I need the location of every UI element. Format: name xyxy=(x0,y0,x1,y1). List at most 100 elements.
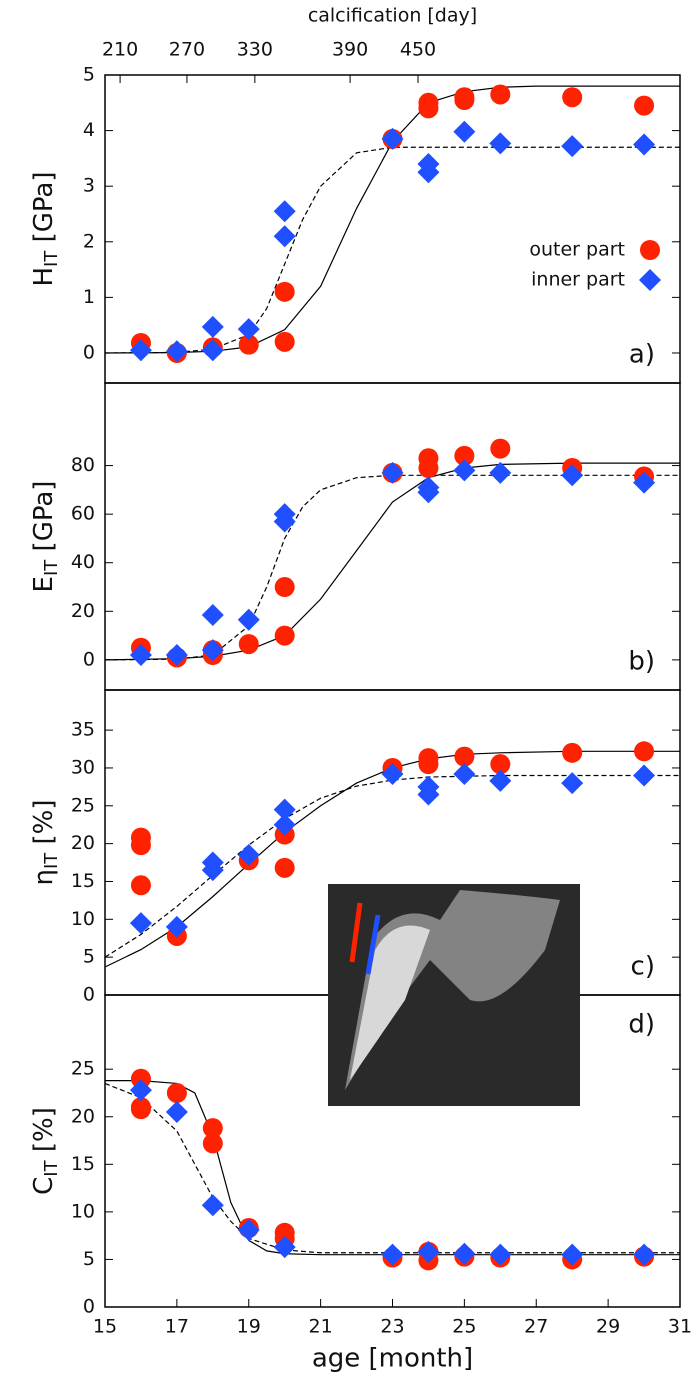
y-axis-title-part: [GPa] xyxy=(29,171,59,250)
diamond-point xyxy=(273,510,296,533)
diamond-point xyxy=(165,644,188,667)
diamond-point xyxy=(237,843,260,866)
x2-tick-label: 390 xyxy=(332,39,368,61)
fit-curve xyxy=(104,474,680,661)
panel: 0 5 10 15 20 25 15 17 19 21 23 25 27 29 31 age [month] C… xyxy=(29,994,692,1374)
y-axis-title-part: H xyxy=(29,267,59,287)
y-tick-label: 5 xyxy=(83,946,95,968)
legend-marker xyxy=(639,269,661,291)
diamond-point xyxy=(453,120,476,143)
y-axis-title: HIT [GPa] xyxy=(29,171,63,286)
y-tick-label: 15 xyxy=(71,870,95,892)
x-tick-label: 17 xyxy=(165,1316,189,1338)
diamond-point xyxy=(273,813,296,836)
y-tick-label: 40 xyxy=(71,551,95,573)
diamond-point xyxy=(417,481,440,504)
diamond-point xyxy=(453,459,476,482)
diamond-point xyxy=(489,461,512,484)
y-axis-title: ηIT [%] xyxy=(29,799,63,885)
diamond-point xyxy=(129,912,152,935)
diamond-point xyxy=(561,1243,584,1266)
fit-curve xyxy=(104,1082,680,1254)
circle-point xyxy=(238,334,259,355)
circle-point xyxy=(166,1082,187,1103)
circle-point xyxy=(634,741,655,762)
y-tick-label: 1 xyxy=(83,286,95,308)
diamond-point xyxy=(165,915,188,938)
circle-point xyxy=(418,92,439,113)
diamond-point xyxy=(453,763,476,786)
x-tick-label: 21 xyxy=(309,1316,333,1338)
diamond-point xyxy=(489,1243,512,1266)
x2-tick-label: 270 xyxy=(169,39,205,61)
panel-label: d) xyxy=(628,1010,655,1040)
legend-label: outer part xyxy=(529,239,625,261)
diamond-point xyxy=(561,464,584,487)
x2-tick-label: 210 xyxy=(102,39,138,61)
diamond-point xyxy=(417,1240,440,1263)
circle-point xyxy=(202,1133,223,1154)
circle-point xyxy=(274,281,295,302)
inset-photo xyxy=(328,884,580,1106)
y-tick-label: 10 xyxy=(71,1200,95,1222)
diamond-point xyxy=(633,133,656,156)
y-tick-label: 25 xyxy=(71,794,95,816)
diamond-point xyxy=(165,1101,188,1123)
diamond-point xyxy=(381,763,404,786)
diamond-point xyxy=(417,783,440,806)
circle-point xyxy=(454,445,475,466)
diamond-point xyxy=(273,1236,296,1259)
circle-point xyxy=(130,875,151,896)
circle-point xyxy=(130,1068,151,1089)
x-tick-label: 27 xyxy=(524,1316,548,1338)
x-tick-label: 25 xyxy=(452,1316,476,1338)
y-axis-title-part: [%] xyxy=(29,1107,59,1160)
y-tick-label: 0 xyxy=(83,648,95,670)
y-tick-label: 60 xyxy=(71,503,95,525)
y-tick-label: 4 xyxy=(83,119,95,141)
y-axis-title-part: IT xyxy=(41,852,62,869)
y-tick-label: 20 xyxy=(71,1105,95,1127)
diamond-point xyxy=(381,1243,404,1266)
y-axis-title-part: E xyxy=(29,576,59,592)
fit-curve xyxy=(104,146,680,354)
legend-marker xyxy=(640,240,660,260)
y-tick-label: 80 xyxy=(71,454,95,476)
circle-point xyxy=(490,438,511,459)
circle-point xyxy=(274,331,295,352)
y-axis-title-part: [%] xyxy=(29,799,59,852)
x-tick-label: 31 xyxy=(668,1316,692,1338)
y-axis-title: EIT [GPa] xyxy=(29,481,63,593)
diamond-point xyxy=(201,1194,224,1217)
panel: 0 5 10 15 20 25 30 35 ηIT [%] c) xyxy=(29,689,681,1006)
circle-point xyxy=(130,1099,151,1120)
diamond-point xyxy=(237,318,260,341)
panel-label: b) xyxy=(628,647,655,677)
y-tick-label: 2 xyxy=(83,230,95,252)
circle-point xyxy=(418,754,439,775)
circle-point xyxy=(454,87,475,108)
y-tick-label: 0 xyxy=(83,341,95,363)
circle-point xyxy=(562,742,583,763)
x-tick-label: 15 xyxy=(93,1316,117,1338)
y-tick-label: 5 xyxy=(83,64,95,86)
diamond-point xyxy=(129,1079,152,1102)
diamond-point xyxy=(201,603,224,626)
circle-point xyxy=(562,87,583,108)
diamond-point xyxy=(417,152,440,175)
circle-point xyxy=(634,95,655,116)
y-tick-label: 10 xyxy=(71,908,95,930)
y-axis-title-part: IT xyxy=(41,1159,62,1176)
diamond-point xyxy=(273,798,296,821)
y-tick-label: 30 xyxy=(71,756,95,778)
x2-tick-label: 450 xyxy=(400,39,436,61)
diamond-point xyxy=(201,859,224,882)
fit-curve xyxy=(104,85,680,354)
y-axis-title-part: IT xyxy=(41,250,62,267)
diamond-point xyxy=(381,127,404,150)
y-axis-title-part: C xyxy=(29,1177,59,1195)
diamond-point xyxy=(237,608,260,631)
y-axis-title-part: η xyxy=(29,869,59,885)
diamond-point xyxy=(633,1243,656,1266)
diamond-point xyxy=(489,132,512,155)
